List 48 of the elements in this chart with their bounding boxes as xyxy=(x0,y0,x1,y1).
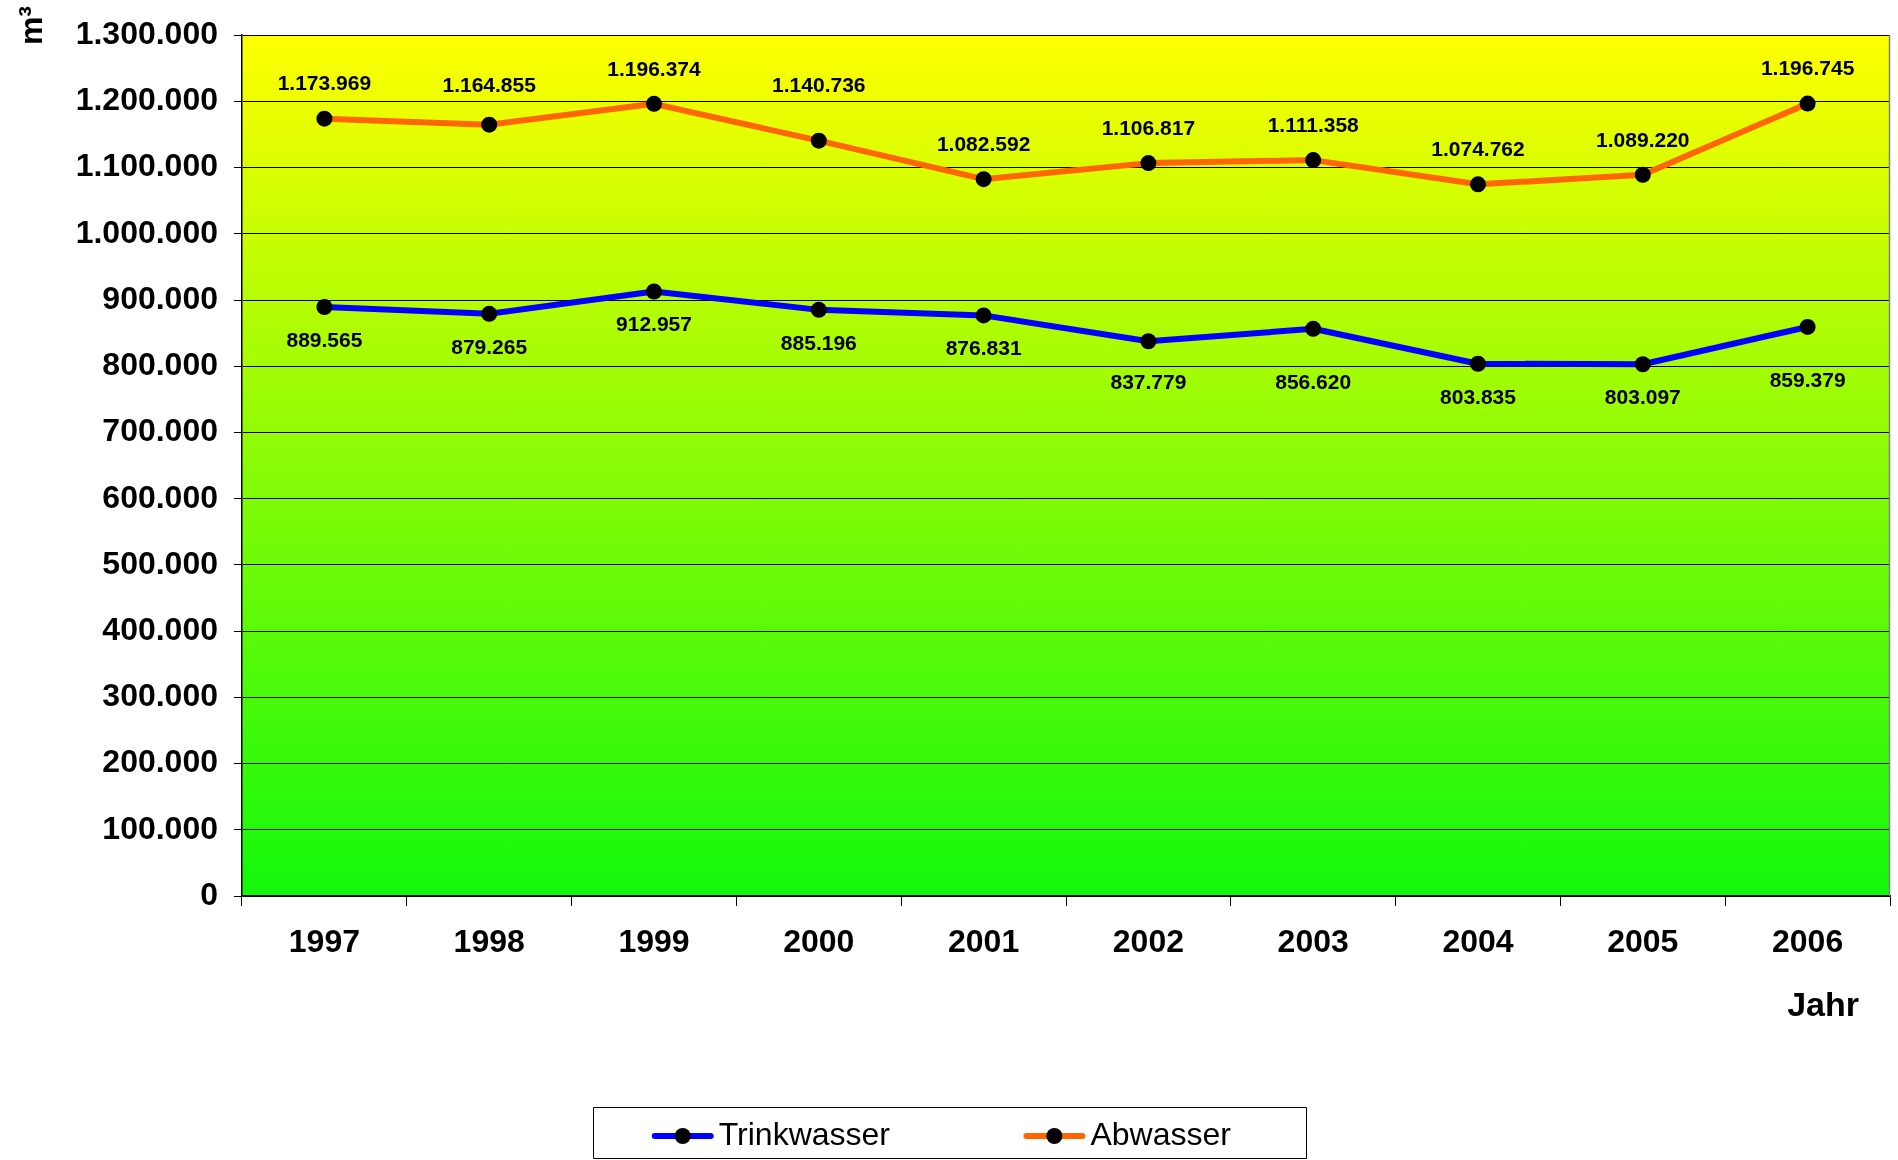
legend-label: Trinkwasser xyxy=(718,1115,891,1152)
x-axis-title: Jahr xyxy=(1787,985,1859,1024)
y-tick-label: 1.000.000 xyxy=(75,213,218,250)
data-label: 1.196.745 xyxy=(1760,56,1855,80)
x-tick-label: 2000 xyxy=(783,923,855,960)
x-tick-label: 1997 xyxy=(288,923,360,960)
y-tick-label: 1.100.000 xyxy=(75,147,218,184)
data-label: 1.074.762 xyxy=(1431,137,1525,161)
y-axis-title: m³ xyxy=(12,6,49,46)
data-label: 1.106.817 xyxy=(1101,115,1196,139)
x-tick-label: 2003 xyxy=(1277,923,1349,960)
data-label: 856.620 xyxy=(1275,369,1352,393)
data-label: 1.111.358 xyxy=(1267,112,1360,136)
y-tick-label: 0 xyxy=(200,875,218,912)
data-label: 879.265 xyxy=(451,334,528,358)
data-label: 1.082.592 xyxy=(936,131,1031,155)
y-tick-label: 700.000 xyxy=(102,412,218,449)
x-tick-label: 2006 xyxy=(1772,923,1844,960)
data-label: 1.196.374 xyxy=(607,56,702,80)
x-tick-label: 2005 xyxy=(1607,923,1679,960)
data-label: 876.831 xyxy=(945,336,1022,360)
y-tick-label: 800.000 xyxy=(102,346,218,383)
data-label: 1.089.220 xyxy=(1596,127,1690,151)
y-tick-label: 1.200.000 xyxy=(75,81,218,118)
x-tick-label: 2001 xyxy=(948,923,1020,960)
x-tick-label: 1998 xyxy=(453,923,525,960)
y-tick-label: 1.300.000 xyxy=(75,15,218,52)
y-tick-label: 400.000 xyxy=(102,610,218,647)
y-tick-label: 500.000 xyxy=(102,544,218,581)
data-label: 1.164.855 xyxy=(442,73,537,97)
data-label: 1.173.969 xyxy=(277,71,372,95)
x-tick-label: 2002 xyxy=(1112,923,1184,960)
y-tick-label: 200.000 xyxy=(102,743,218,780)
y-tick-label: 100.000 xyxy=(102,809,218,846)
x-tick-label: 2004 xyxy=(1442,923,1514,960)
y-tick-label: 600.000 xyxy=(102,478,218,515)
y-tick-label: 900.000 xyxy=(102,279,218,316)
data-label: 1.140.736 xyxy=(772,73,866,97)
x-tick-label: 1999 xyxy=(618,923,690,960)
data-label: 803.097 xyxy=(1604,385,1681,409)
data-label: 889.565 xyxy=(286,327,363,351)
data-label: 912.957 xyxy=(616,312,692,336)
data-label: 859.379 xyxy=(1769,367,1846,391)
y-tick-label: 300.000 xyxy=(102,677,218,714)
data-label: 837.779 xyxy=(1110,370,1187,394)
data-label: 885.196 xyxy=(780,330,857,354)
legend-label: Abwasser xyxy=(1090,1115,1232,1152)
data-label: 803.835 xyxy=(1440,384,1517,408)
